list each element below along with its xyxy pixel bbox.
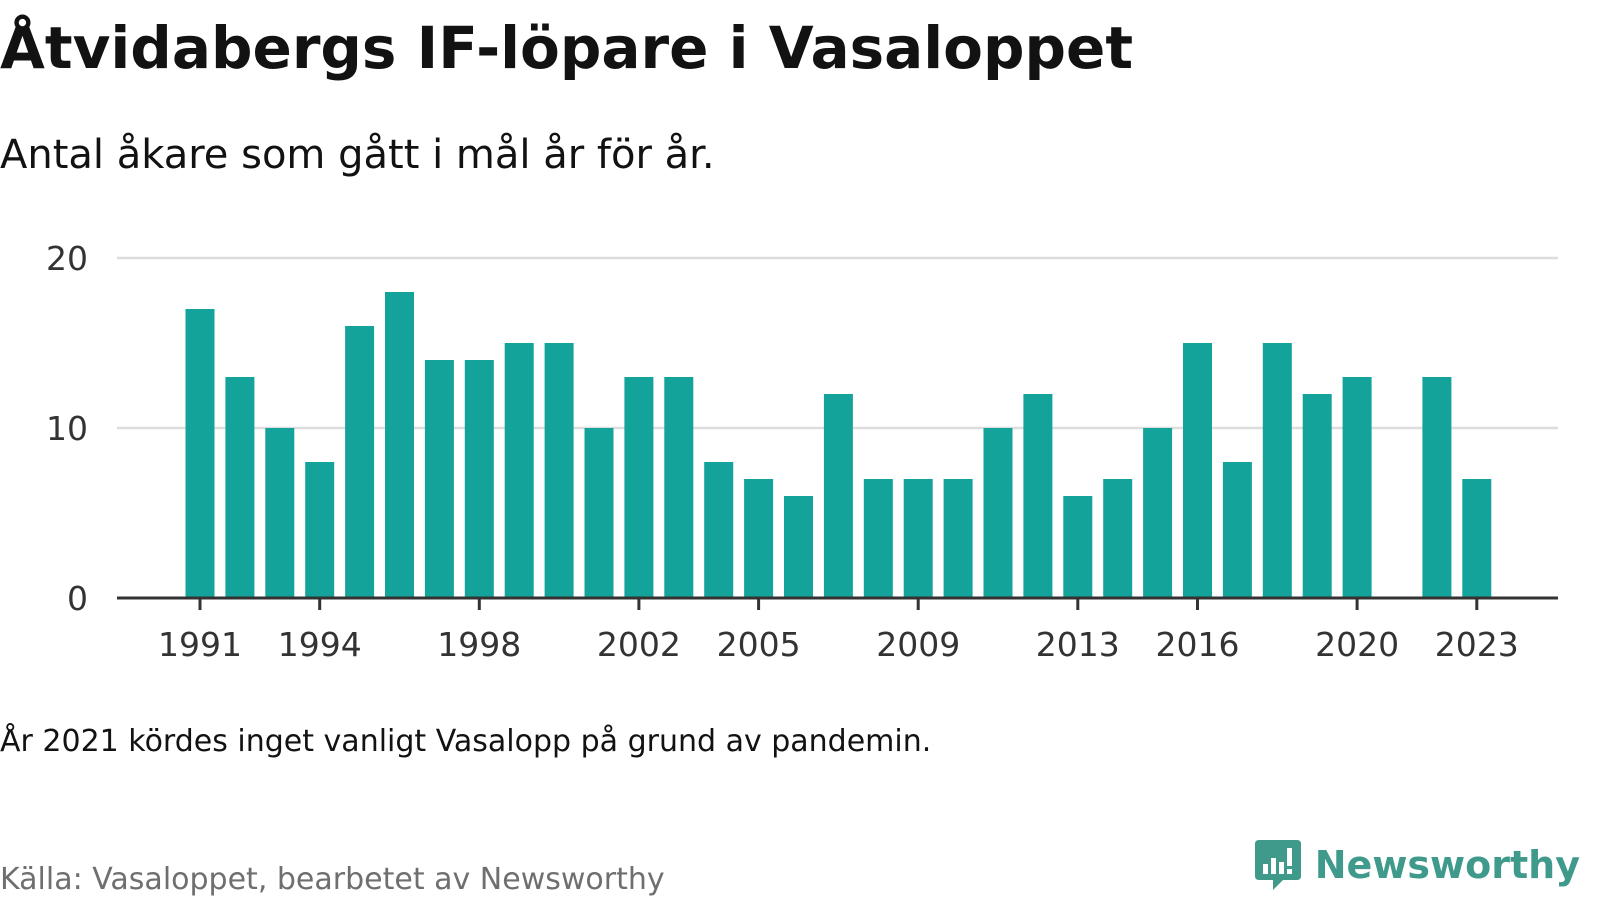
bar-1991: [185, 309, 215, 598]
x-tick-label: 2005: [717, 625, 801, 664]
x-tick-label: 2020: [1315, 625, 1399, 664]
footnote: År 2021 kördes inget vanligt Vasalopp på…: [0, 724, 932, 759]
bar-2016: [1183, 343, 1212, 598]
bar-2013: [1063, 496, 1093, 598]
x-axis-tick-labels: 1991 1994 1998 2002 2005 2009 2013 2016 2020 2023: [158, 625, 1519, 664]
bar-2004: [704, 462, 734, 598]
x-tick-label: 2002: [597, 625, 681, 664]
bar-2002: [624, 377, 654, 598]
bar-2022: [1422, 377, 1452, 598]
bar-1994: [305, 462, 335, 598]
bar-2010: [943, 479, 973, 598]
bar-2018: [1262, 343, 1292, 598]
bar-2009: [903, 479, 933, 598]
bar-2006: [784, 496, 813, 598]
bar-2012: [1023, 394, 1053, 598]
bar-2020: [1342, 377, 1372, 598]
bar-1996: [385, 292, 414, 598]
y-axis-tick-labels: 0 10 20: [46, 239, 88, 618]
x-tick-label: 2013: [1036, 625, 1120, 664]
bar-2015: [1143, 428, 1173, 598]
x-tick-label: 2016: [1156, 625, 1240, 664]
x-tick-label: 2023: [1435, 625, 1519, 664]
bar-2011: [983, 428, 1013, 598]
bar-2023: [1462, 479, 1492, 598]
y-tick-label: 0: [67, 579, 88, 618]
x-tick-label: 1998: [437, 625, 521, 664]
bar-2005: [744, 479, 774, 598]
y-tick-label: 20: [46, 239, 88, 278]
bar-1997: [424, 360, 454, 598]
bar-2000: [544, 343, 574, 598]
bar-2008: [863, 479, 893, 598]
bar-1998: [464, 360, 494, 598]
bar-2017: [1222, 462, 1252, 598]
bar-1995: [345, 326, 375, 598]
bar-2003: [664, 377, 694, 598]
bar-2019: [1302, 394, 1332, 598]
brand-name: Newsworthy: [1314, 843, 1580, 887]
bar-2007: [823, 394, 853, 598]
bar-chart: 0 10 20 1991 1994 1998 2002 2005 2009 2013 2016 20…: [46, 239, 1558, 664]
bar-2014: [1103, 479, 1133, 598]
chart-title: Åtvidabergs IF-löpare i Vasaloppet: [0, 14, 1134, 82]
bar-1992: [225, 377, 255, 598]
source-text: Källa: Vasaloppet, bearbetet av Newswort…: [0, 862, 665, 897]
x-tick-label: 1991: [158, 625, 242, 664]
y-tick-label: 10: [46, 409, 88, 448]
newsworthy-logo-icon: [1254, 840, 1301, 890]
bar-1999: [504, 343, 534, 598]
newsworthy-logo: Newsworthy: [1253, 838, 1580, 892]
x-tick-label: 2009: [876, 625, 960, 664]
x-axis: [117, 596, 1558, 610]
bar-1993: [265, 428, 295, 598]
x-tick-label: 1994: [278, 625, 362, 664]
bar-2001: [584, 428, 614, 598]
chart-subtitle: Antal åkare som gått i mål år för år.: [0, 132, 715, 178]
bars: [185, 292, 1492, 598]
